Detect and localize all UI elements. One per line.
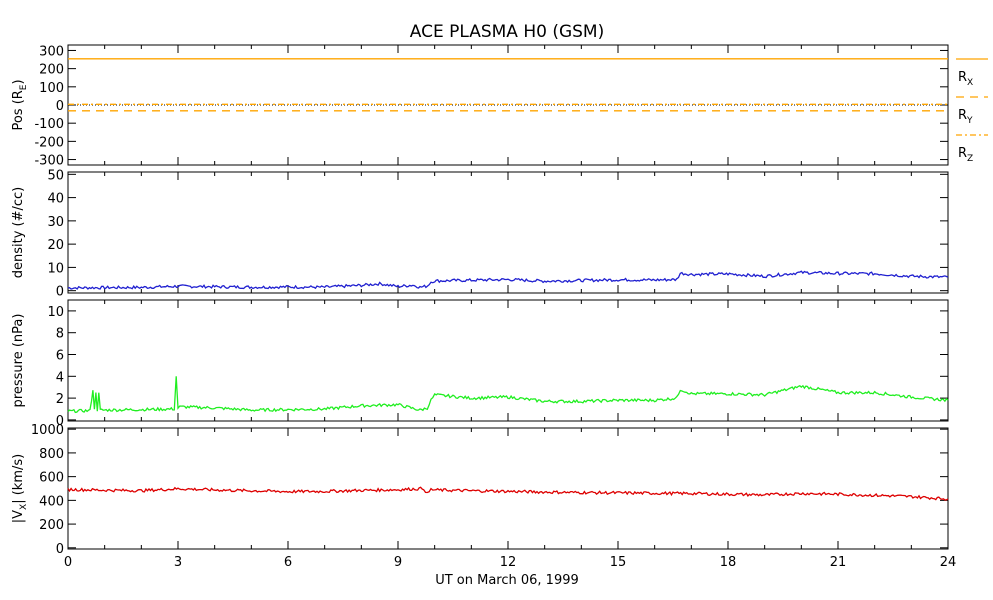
y-tick-label: 0 [56, 99, 64, 114]
y-tick-label: -300 [34, 154, 64, 169]
y-tick-label: 0 [56, 414, 64, 429]
panel-1: 300 200 100 0 -100 -200 -300 Pos (RE) RX RY RZ [11, 44, 988, 169]
y-tick-label: -100 [34, 117, 64, 132]
x-tick-label: 0 [64, 555, 72, 570]
y-tick-label: -200 [34, 135, 64, 150]
y-tick-label: 100 [39, 81, 64, 96]
y-tick-label: 600 [39, 471, 64, 486]
x-tick-label: 3 [174, 555, 182, 570]
x-tick-label: 18 [720, 555, 737, 570]
x-axis-label: UT on March 06, 1999 [435, 573, 579, 588]
chart-title: ACE PLASMA H0 (GSM) [410, 22, 604, 42]
y-tick-label: 0 [56, 542, 64, 557]
x-tick-label: 21 [830, 555, 847, 570]
y-tick-label: 400 [39, 494, 64, 509]
y-tick-label: 1000 [31, 423, 64, 438]
x-tick-label: 9 [394, 555, 402, 570]
x-tick-label: 15 [610, 555, 627, 570]
x-tick-label: 6 [284, 555, 292, 570]
panel-3: 10 8 6 4 2 0 pressure (nPa) [11, 299, 949, 429]
panel-frame [67, 171, 949, 294]
y-axis-label: pressure (nPa) [11, 314, 26, 408]
series-line-2-1 [67, 270, 949, 290]
y-axis-label: density (#/cc) [11, 187, 26, 279]
legend-label-x: RX [958, 70, 973, 88]
y-tick-label: 200 [39, 63, 64, 78]
y-tick-label: 10 [47, 305, 64, 320]
y-tick-label: 0 [56, 285, 64, 300]
y-tick-label: 10 [47, 261, 64, 276]
x-tick-label: 12 [500, 555, 517, 570]
legend-label-y: RY [958, 108, 973, 126]
y-tick-label: 4 [56, 370, 64, 385]
panel-frame [67, 299, 949, 422]
panel-4: 1000 800 600 400 200 0 |VX| (km/s) 0 3 6 9 12 15 18 21… [11, 423, 956, 570]
y-tick-label: 20 [47, 238, 64, 253]
y-axis-label: Pos (RE) [11, 79, 29, 130]
panel-frame [67, 427, 949, 550]
y-tick-label: 800 [39, 447, 64, 462]
legend-label-z: RZ [958, 146, 973, 164]
panel-2: 50 40 30 20 10 0 density (#/cc) [11, 168, 949, 300]
y-axis-label: |VX| (km/s) [11, 454, 29, 523]
series-line-3-1 [67, 376, 949, 414]
y-tick-label: 200 [39, 518, 64, 533]
x-tick-label: 24 [940, 555, 957, 570]
y-tick-label: 6 [56, 349, 64, 364]
series-line-4-1 [67, 486, 949, 501]
y-tick-label: 300 [39, 44, 64, 59]
y-tick-label: 30 [47, 215, 64, 230]
y-tick-label: 50 [47, 168, 64, 183]
y-tick-label: 2 [56, 392, 64, 407]
y-tick-label: 40 [47, 192, 64, 207]
y-tick-label: 8 [56, 327, 64, 342]
